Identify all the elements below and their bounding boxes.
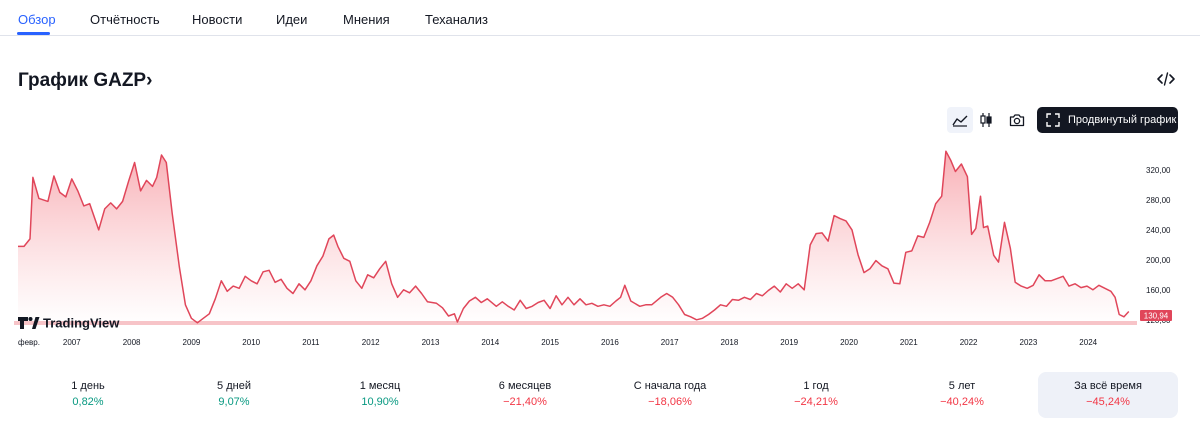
y-tick-label: 280,00 xyxy=(1146,196,1171,205)
page-title: График GAZP xyxy=(18,70,147,91)
price-line xyxy=(18,150,1130,324)
candlestick-button[interactable] xyxy=(973,107,999,133)
chart-title-link[interactable]: График GAZP› xyxy=(18,70,152,92)
x-tick-label: 2013 xyxy=(422,338,440,347)
candlestick-icon xyxy=(980,113,992,127)
y-tick-label: 320,00 xyxy=(1146,166,1171,175)
period-ytd[interactable]: С начала года −18,06% xyxy=(600,372,740,418)
x-tick-label: 2022 xyxy=(960,338,978,347)
x-tick-label: 2024 xyxy=(1079,338,1097,347)
x-tick-label: 2018 xyxy=(721,338,739,347)
code-icon[interactable] xyxy=(1156,70,1176,88)
advanced-chart-button[interactable]: Продвинутый график xyxy=(1037,107,1178,133)
period-value: −40,24% xyxy=(940,396,984,408)
period-value: 10,90% xyxy=(361,396,399,408)
period-value: 0,82% xyxy=(72,396,104,408)
svg-text:130,94: 130,94 xyxy=(1144,312,1169,321)
x-tick-label: 2008 xyxy=(123,338,141,347)
period-label: С начала года xyxy=(633,380,707,392)
x-tick-label: 2019 xyxy=(780,338,798,347)
tradingview-watermark: TradingView xyxy=(18,316,120,331)
tab-technicals[interactable]: Теханализ xyxy=(425,12,488,27)
period-label: За всё время xyxy=(1074,380,1142,392)
y-tick-label: 200,00 xyxy=(1146,256,1171,265)
period-1d[interactable]: 1 день 0,82% xyxy=(18,372,158,418)
active-tab-indicator xyxy=(17,32,50,35)
x-axis: февр. 2007 2008 2009 2010 2011 2012 2013 2014 201… xyxy=(18,338,1098,347)
x-tick-label: 2023 xyxy=(1020,338,1038,347)
period-label: 1 месяц xyxy=(359,380,401,392)
top-tabs: Обзор Отчётность Новости Идеи Мнения Тех… xyxy=(0,0,1200,36)
period-label: 5 лет xyxy=(948,380,976,392)
watermark-text: TradingView xyxy=(43,316,120,331)
x-tick-label: 2016 xyxy=(601,338,619,347)
period-label: 5 дней xyxy=(217,380,251,392)
period-label: 1 день xyxy=(71,380,105,392)
x-tick-label: февр. xyxy=(18,338,40,347)
tab-ideas[interactable]: Идеи xyxy=(276,12,308,27)
period-value: −18,06% xyxy=(648,396,692,408)
x-tick-label: 2010 xyxy=(242,338,260,347)
period-5d[interactable]: 5 дней 9,07% xyxy=(164,372,304,418)
period-all-time[interactable]: За всё время −45,24% xyxy=(1038,372,1178,418)
x-tick-label: 2011 xyxy=(302,338,320,347)
period-value: −21,40% xyxy=(503,396,547,408)
baseline-band xyxy=(14,321,1137,325)
period-value: −45,24% xyxy=(1086,396,1130,408)
x-tick-label: 2009 xyxy=(183,338,201,347)
price-area-fill xyxy=(18,151,1129,325)
x-tick-label: 2015 xyxy=(541,338,559,347)
tab-news[interactable]: Новости xyxy=(192,12,243,27)
period-label: 6 месяцев xyxy=(498,380,552,392)
y-tick-label: 240,00 xyxy=(1146,226,1171,235)
area-chart-button[interactable] xyxy=(947,107,973,133)
chevron-right-icon: › xyxy=(146,70,153,91)
period-value: 9,07% xyxy=(218,396,250,408)
tab-overview[interactable]: Обзор xyxy=(18,12,56,27)
period-6m[interactable]: 6 месяцев −21,40% xyxy=(455,372,595,418)
x-tick-label: 2007 xyxy=(63,338,81,347)
fullscreen-icon xyxy=(1046,113,1060,127)
tab-reports[interactable]: Отчётность xyxy=(90,12,160,27)
x-tick-label: 2021 xyxy=(900,338,918,347)
x-tick-label: 2014 xyxy=(481,338,499,347)
period-label: 1 год xyxy=(803,380,829,392)
y-tick-label: 160,00 xyxy=(1146,286,1171,295)
camera-button[interactable] xyxy=(1004,107,1030,133)
last-price-label: 130,94 xyxy=(1140,310,1172,321)
tradingview-logo-icon xyxy=(18,317,40,329)
period-1y[interactable]: 1 год −24,21% xyxy=(746,372,886,418)
advanced-chart-label: Продвинутый график xyxy=(1068,114,1177,126)
x-tick-label: 2020 xyxy=(840,338,858,347)
period-5y[interactable]: 5 лет −40,24% xyxy=(892,372,1032,418)
x-tick-label: 2012 xyxy=(362,338,380,347)
tab-opinions[interactable]: Мнения xyxy=(343,12,390,27)
period-value: −24,21% xyxy=(794,396,838,408)
period-1m[interactable]: 1 месяц 10,90% xyxy=(310,372,450,418)
area-chart-icon xyxy=(952,115,968,127)
camera-icon xyxy=(1009,114,1025,127)
x-tick-label: 2017 xyxy=(661,338,679,347)
